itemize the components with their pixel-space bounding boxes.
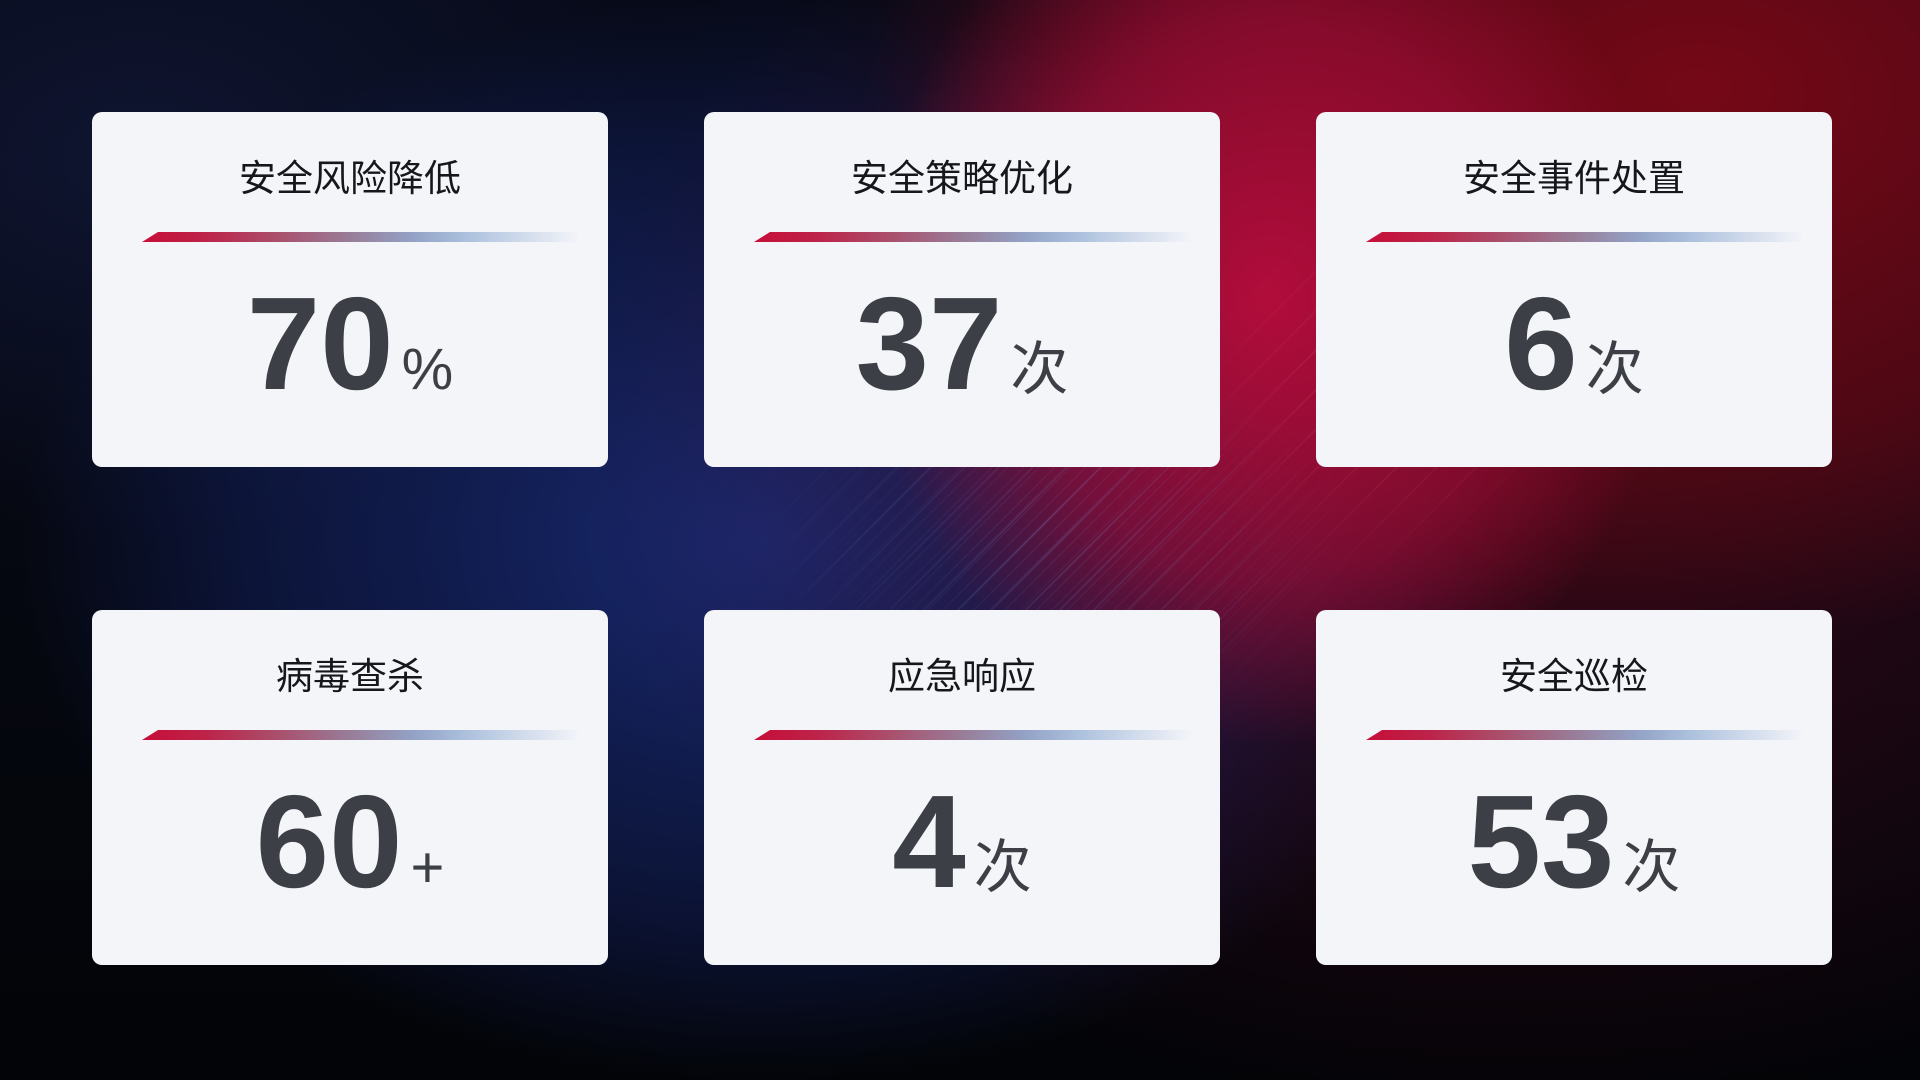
stat-value-row: 37 次: [704, 278, 1220, 410]
stat-card-security-inspection: 安全巡检 53 次: [1316, 610, 1832, 965]
gradient-divider-line: [142, 730, 594, 740]
gradient-divider-line: [142, 232, 594, 242]
stat-value-row: 60 +: [92, 776, 608, 908]
stat-value: 70: [246, 270, 394, 417]
stat-unit: %: [401, 337, 454, 402]
stat-value-row: 53 次: [1316, 776, 1832, 908]
stat-card-incident-handling: 安全事件处置 6 次: [1316, 112, 1832, 467]
stat-card-title: 病毒查杀: [276, 656, 424, 697]
stat-card-policy-optimization: 安全策略优化 37 次: [704, 112, 1220, 467]
stat-card-title: 安全巡检: [1500, 656, 1648, 697]
stat-card-emergency-response: 应急响应 4 次: [704, 610, 1220, 965]
stat-card-title: 安全策略优化: [851, 158, 1073, 199]
stat-unit: 次: [1585, 337, 1644, 402]
stat-value: 6: [1504, 270, 1578, 417]
stat-unit: 次: [973, 835, 1032, 900]
stat-unit: 次: [1010, 337, 1069, 402]
stat-card-grid: 安全风险降低 70 % 安全策略优化 37 次 安全事件处置 6 次 病毒查: [92, 112, 1832, 965]
stat-unit: 次: [1622, 835, 1681, 900]
gradient-divider-line: [1366, 232, 1818, 242]
stat-card-risk-reduction: 安全风险降低 70 %: [92, 112, 608, 467]
stat-card-title: 安全风险降低: [239, 158, 461, 199]
stat-card-title: 安全事件处置: [1463, 158, 1685, 199]
gradient-divider-line: [754, 730, 1206, 740]
gradient-divider-line: [1366, 730, 1818, 740]
stat-value: 60: [255, 768, 403, 915]
stat-unit: +: [410, 835, 445, 900]
stat-value-row: 4 次: [704, 776, 1220, 908]
stat-card-title: 应急响应: [888, 656, 1036, 697]
stat-value: 53: [1467, 768, 1615, 915]
stat-value-row: 70 %: [92, 278, 608, 410]
gradient-divider-line: [754, 232, 1206, 242]
stat-card-virus-scan: 病毒查杀 60 +: [92, 610, 608, 965]
stat-value-row: 6 次: [1316, 278, 1832, 410]
stat-value: 4: [892, 768, 966, 915]
stat-value: 37: [855, 270, 1003, 417]
